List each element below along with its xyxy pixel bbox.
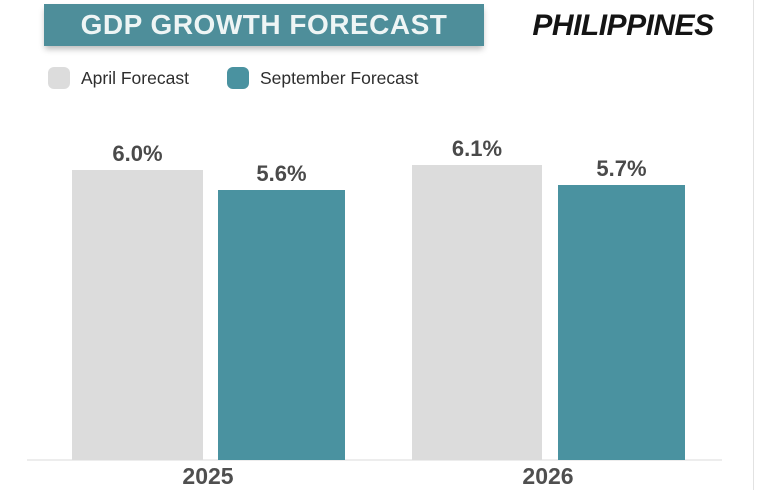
bar-september-2025 — [218, 190, 345, 460]
x-axis-label-2026: 2026 — [522, 463, 574, 489]
bar-value-april-2026: 6.1% — [451, 136, 503, 161]
chart-title: GDP GROWTH FORECAST — [80, 9, 448, 40]
legend-swatch-icon — [226, 67, 249, 89]
bar-april-2025 — [72, 170, 203, 460]
bar-value-april-2025: 6.0% — [112, 141, 163, 166]
legend-swatch-icon — [48, 67, 70, 89]
chart-title-box: GDP GROWTH FORECAST — [44, 4, 484, 46]
legend-item-september-forecast: September Forecast — [226, 67, 419, 89]
page-edge-line — [753, 0, 754, 490]
legend-item-april-forecast: April Forecast — [48, 67, 189, 89]
country-label: PHILIPPINES — [532, 9, 714, 42]
bar-september-2026 — [558, 185, 685, 460]
x-axis-label-2025: 2025 — [182, 463, 234, 489]
bar-value-september-2025: 5.6% — [256, 161, 307, 186]
legend: April Forecast September Forecast — [48, 67, 419, 89]
legend-label: September Forecast — [259, 67, 419, 88]
legend-label: April Forecast — [81, 67, 189, 88]
bar-value-september-2026: 5.7% — [596, 156, 647, 181]
bar-april-2026 — [412, 165, 542, 460]
x-axis-baseline — [27, 459, 722, 461]
